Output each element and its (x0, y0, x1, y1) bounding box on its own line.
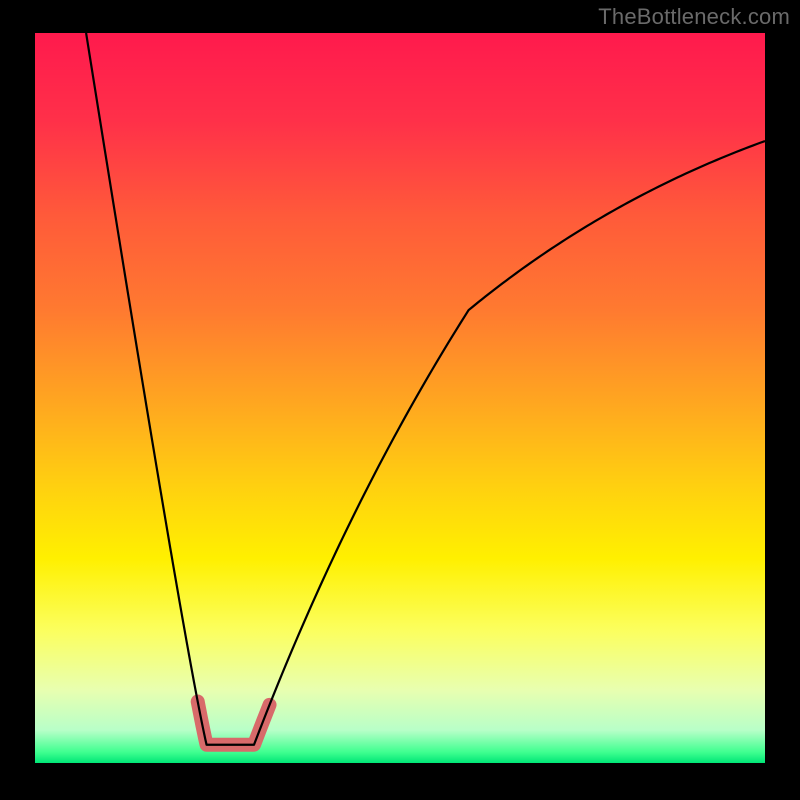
plot-area (35, 33, 765, 763)
watermark-text: TheBottleneck.com (598, 4, 790, 30)
bottleneck-chart (0, 0, 800, 800)
chart-stage: TheBottleneck.com (0, 0, 800, 800)
